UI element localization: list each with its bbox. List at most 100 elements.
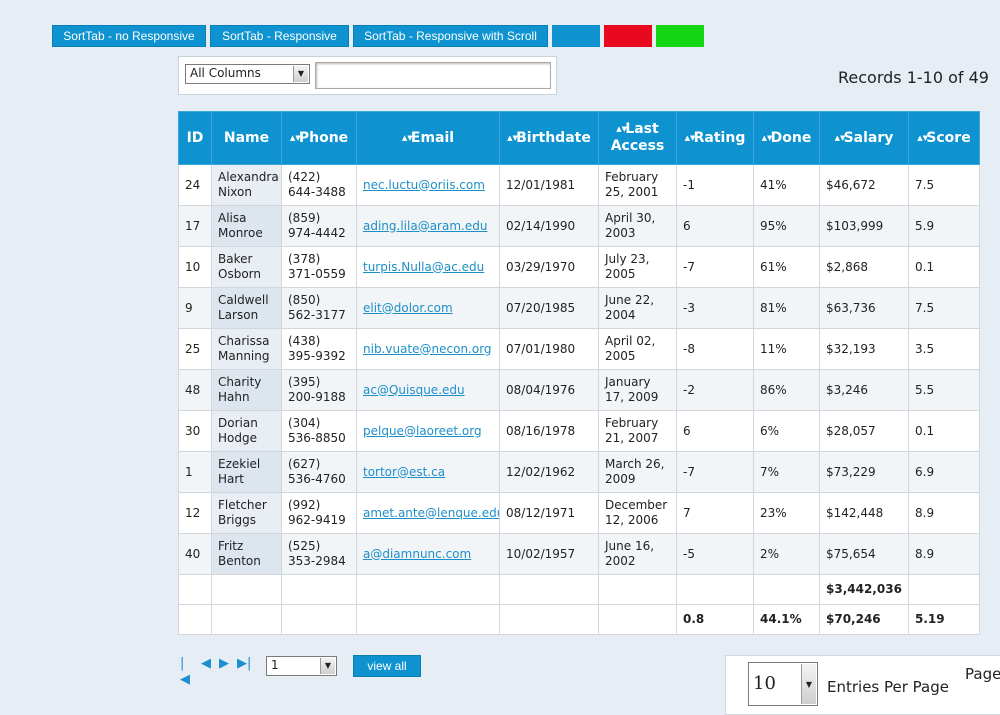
table-cell-salary: $63,736 <box>819 287 909 329</box>
column-header-score[interactable]: ▲▼Score <box>908 111 980 165</box>
table-cell-done: 2% <box>753 533 820 575</box>
table-row[interactable]: 17 Alisa Monroe (859) 974-4442 ading.lila@a… <box>178 205 980 247</box>
table-cell-phone: (627) 536-4760 <box>281 451 357 493</box>
footer-cell <box>499 574 599 605</box>
table-cell-salary: $46,672 <box>819 164 909 206</box>
column-header-label: Rating <box>693 129 746 146</box>
table-cell-last-access: April 02, 2005 <box>598 328 677 370</box>
table-row[interactable]: 24 Alexandra Nixon (422) 644-3488 nec.luctu… <box>178 164 980 206</box>
table-cell-email: ading.lila@aram.edu <box>356 205 500 247</box>
table-cell-birthdate: 07/01/1980 <box>499 328 599 370</box>
table-row[interactable]: 1 Ezekiel Hart (627) 536-4760 tortor@est.ca… <box>178 451 980 493</box>
table-cell-id: 30 <box>178 410 212 452</box>
column-header-label: Done <box>770 129 812 146</box>
table-cell-birthdate: 07/20/1985 <box>499 287 599 329</box>
table-cell-rating: -7 <box>676 451 754 493</box>
footer-cell <box>281 574 357 605</box>
table-row[interactable]: 9 Caldwell Larson (850) 562-3177 elit@dolor… <box>178 287 980 329</box>
next-page-icon[interactable]: ▶ <box>219 656 229 671</box>
column-header-phone[interactable]: ▲▼Phone <box>281 111 357 165</box>
table-row[interactable]: 10 Baker Osborn (378) 371-0559 turpis.Nulla… <box>178 246 980 288</box>
column-select-value: All Columns <box>190 66 261 80</box>
column-header-rating[interactable]: ▲▼Rating <box>676 111 754 165</box>
table-cell-birthdate: 03/29/1970 <box>499 246 599 288</box>
footer-cell: 0.8 <box>676 604 754 635</box>
page-select[interactable]: 1 ▼ <box>266 656 337 676</box>
table-row[interactable]: 30 Dorian Hodge (304) 536-8850 pelque@laore… <box>178 410 980 452</box>
sorttab-no-responsive-button[interactable]: SortTab - no Responsive <box>52 25 206 47</box>
table-cell-name: Baker Osborn <box>211 246 282 288</box>
page-label: Page <box>965 665 1000 683</box>
column-select[interactable]: All Columns ▼ <box>185 64 310 84</box>
footer-cell: $70,246 <box>819 604 909 635</box>
column-header-id[interactable]: ID <box>178 111 212 165</box>
entries-per-page-label: Entries Per Page <box>827 678 949 696</box>
table-cell-phone: (859) 974-4442 <box>281 205 357 247</box>
table-cell-score: 7.5 <box>908 287 980 329</box>
footer-cell: $3,442,036 <box>819 574 909 605</box>
column-header-last-access[interactable]: ▲▼Last Access <box>598 111 677 165</box>
email-link[interactable]: pelque@laoreet.org <box>363 423 482 438</box>
footer-cell <box>281 604 357 635</box>
table-cell-phone: (304) 536-8850 <box>281 410 357 452</box>
column-header-label: Salary <box>843 129 894 146</box>
email-link[interactable]: a@diamnunc.com <box>363 546 472 561</box>
table-cell-rating: 7 <box>676 492 754 534</box>
email-link[interactable]: tortor@est.ca <box>363 464 446 479</box>
prev-page-icon[interactable]: ◀ <box>201 656 211 671</box>
table-row[interactable]: 12 Fletcher Briggs (992) 962-9419 amet.ante… <box>178 492 980 534</box>
email-link[interactable]: amet.ante@lenque.edu <box>363 505 500 520</box>
sort-icon: ▲▼ <box>289 133 301 142</box>
email-link[interactable]: ading.lila@aram.edu <box>363 218 488 233</box>
sorttab-responsive-button[interactable]: SortTab - Responsive <box>210 25 349 47</box>
table-cell-last-access: June 22, 2004 <box>598 287 677 329</box>
last-page-icon[interactable]: ▶| <box>237 656 252 671</box>
table-row[interactable]: 25 Charissa Manning (438) 395-9392 nib.vuat… <box>178 328 980 370</box>
column-header-name[interactable]: Name <box>211 111 282 165</box>
table-cell-last-access: March 26, 2009 <box>598 451 677 493</box>
column-header-email[interactable]: ▲▼Email <box>356 111 500 165</box>
email-link[interactable]: nec.luctu@oriis.com <box>363 177 485 192</box>
table-cell-last-access: June 16, 2002 <box>598 533 677 575</box>
column-header-birthdate[interactable]: ▲▼Birthdate <box>499 111 599 165</box>
red-theme-button[interactable] <box>604 25 652 47</box>
email-link[interactable]: ac@Quisque.edu <box>363 382 465 397</box>
table-cell-score: 5.9 <box>908 205 980 247</box>
sorttab-responsive-scroll-button[interactable]: SortTab - Responsive with Scroll <box>353 25 548 47</box>
table-cell-done: 95% <box>753 205 820 247</box>
table-cell-salary: $3,246 <box>819 369 909 411</box>
table-cell-score: 5.5 <box>908 369 980 411</box>
table-cell-phone: (395) 200-9188 <box>281 369 357 411</box>
table-cell-rating: -1 <box>676 164 754 206</box>
footer-cell: 44.1% <box>753 604 820 635</box>
green-theme-button[interactable] <box>656 25 704 47</box>
search-input[interactable] <box>315 62 551 89</box>
footer-cell <box>499 604 599 635</box>
blue-theme-button[interactable] <box>552 25 600 47</box>
footer-cell <box>356 574 500 605</box>
entries-per-page-panel: 10 ▼ Entries Per Page Page <box>725 655 1000 715</box>
table-cell-rating: 6 <box>676 410 754 452</box>
email-link[interactable]: elit@dolor.com <box>363 300 453 315</box>
view-all-button[interactable]: view all <box>353 655 421 677</box>
entries-per-page-select[interactable]: 10 ▼ <box>748 662 818 706</box>
table-cell-done: 7% <box>753 451 820 493</box>
table-cell-email: nib.vuate@necon.org <box>356 328 500 370</box>
first-page-icon[interactable]: |◀ <box>180 656 190 687</box>
table-cell-id: 10 <box>178 246 212 288</box>
table-cell-salary: $2,868 <box>819 246 909 288</box>
table-cell-last-access: December 12, 2006 <box>598 492 677 534</box>
email-link[interactable]: nib.vuate@necon.org <box>363 341 492 356</box>
column-header-done[interactable]: ▲▼Done <box>753 111 820 165</box>
table-cell-birthdate: 10/02/1957 <box>499 533 599 575</box>
table-row[interactable]: 40 Fritz Benton (525) 353-2984 a@diamnunc.c… <box>178 533 980 575</box>
table-cell-phone: (378) 371-0559 <box>281 246 357 288</box>
table-cell-email: ac@Quisque.edu <box>356 369 500 411</box>
footer-cell <box>908 574 980 605</box>
column-header-label: Score <box>926 129 971 146</box>
table-row[interactable]: 48 Charity Hahn (395) 200-9188 ac@Quisque.e… <box>178 369 980 411</box>
email-link[interactable]: turpis.Nulla@ac.edu <box>363 259 485 274</box>
chevron-down-icon: ▼ <box>293 66 308 82</box>
column-header-salary[interactable]: ▲▼Salary <box>819 111 909 165</box>
table-cell-birthdate: 08/12/1971 <box>499 492 599 534</box>
